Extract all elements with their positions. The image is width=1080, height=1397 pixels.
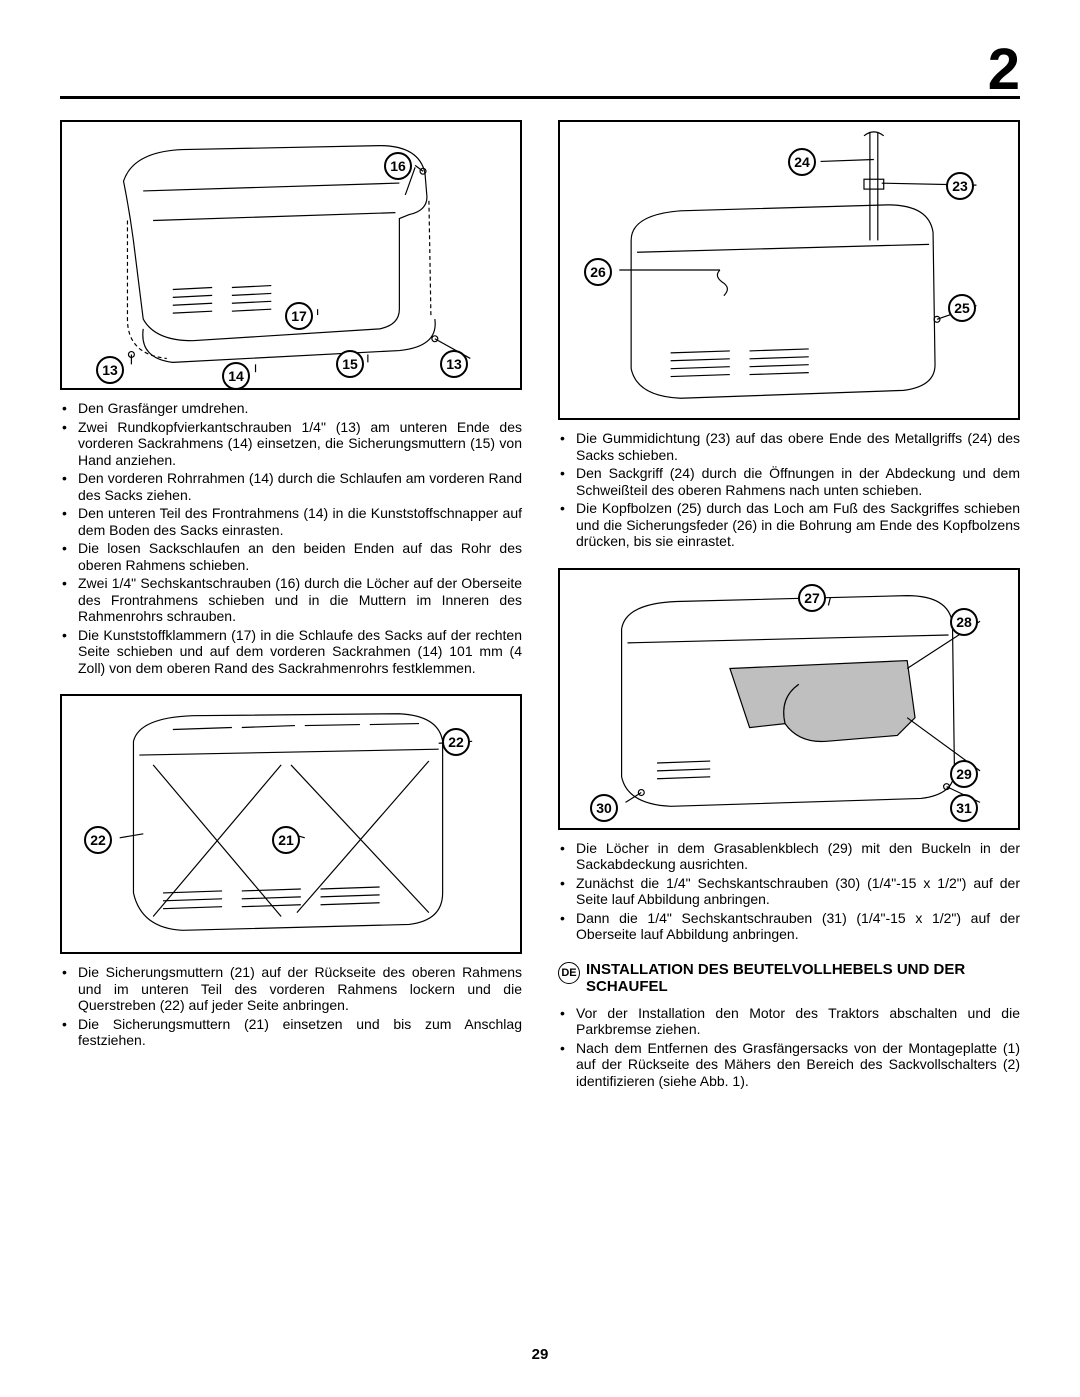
callout-25: 25 bbox=[948, 294, 976, 322]
instruction-item: Die Sicherungsmuttern (21) auf der Rücks… bbox=[60, 964, 522, 1014]
section-title-text: INSTALLATION DES BEUTELVOLLHEBELS UND DE… bbox=[586, 961, 1020, 995]
instructions-1: Den Grasfänger umdrehen. Zwei Rundkopfvie… bbox=[60, 400, 522, 676]
instruction-item: Den Sackgriff (24) durch die Öffnungen i… bbox=[558, 465, 1020, 498]
instructions-2: Die Sicherungsmuttern (21) auf der Rücks… bbox=[60, 964, 522, 1049]
callout-30: 30 bbox=[590, 794, 618, 822]
callout-23: 23 bbox=[946, 172, 974, 200]
instruction-item: Dann die 1/4" Sechskantschrauben (31) (1… bbox=[558, 910, 1020, 943]
callout-28: 28 bbox=[950, 608, 978, 636]
instruction-item: Den unteren Teil des Frontrahmens (14) i… bbox=[60, 505, 522, 538]
instruction-item: Zwei 1/4" Sechskantschrauben (16) durch … bbox=[60, 575, 522, 625]
instructions-5: Vor der Installation den Motor des Trakt… bbox=[558, 1005, 1020, 1090]
figure-3: 24 23 26 25 bbox=[558, 120, 1020, 420]
two-column-layout: 16 17 15 13 13 14 Den Grasfänger umdrehen. Zwe… bbox=[60, 120, 1020, 1107]
section-number: 2 bbox=[988, 36, 1020, 103]
callout-31: 31 bbox=[950, 794, 978, 822]
figure-2: 222221 bbox=[60, 694, 522, 954]
section-heading: DE INSTALLATION DES BEUTELVOLLHEBELS UND… bbox=[558, 961, 1020, 995]
instruction-item: Die Sicherungsmuttern (21) einsetzen und… bbox=[60, 1016, 522, 1049]
instruction-item: Vor der Installation den Motor des Trakt… bbox=[558, 1005, 1020, 1038]
figure-1-svg bbox=[62, 122, 520, 388]
callout-17: 17 bbox=[285, 302, 313, 330]
callout-15: 15 bbox=[336, 350, 364, 378]
callout-26: 26 bbox=[584, 258, 612, 286]
callout-13: 13 bbox=[440, 350, 468, 378]
callout-14: 14 bbox=[222, 362, 250, 390]
instruction-item: Nach dem Entfernen des Grasfängersacks v… bbox=[558, 1040, 1020, 1090]
lang-badge-de: DE bbox=[558, 962, 580, 984]
instruction-item: Zwei Rundkopfvierkantschrauben 1/4" (13)… bbox=[60, 419, 522, 469]
instruction-item: Die Gummidichtung (23) auf das obere End… bbox=[558, 430, 1020, 463]
instruction-item: Die Kunststoffklammern (17) in die Schla… bbox=[60, 627, 522, 677]
callout-27: 27 bbox=[798, 584, 826, 612]
right-column: 24 23 26 25 Die Gummidichtung (23) auf das … bbox=[558, 120, 1020, 1107]
header-rule bbox=[60, 96, 1020, 99]
figure-1: 16 17 15 13 13 14 bbox=[60, 120, 522, 390]
callout-16: 16 bbox=[384, 152, 412, 180]
figure-4-svg bbox=[560, 570, 1018, 828]
instruction-item: Den vorderen Rohrrahmen (14) durch die S… bbox=[60, 470, 522, 503]
instructions-4: Die Löcher in dem Grasablenkblech (29) m… bbox=[558, 840, 1020, 943]
instruction-item: Zunächst die 1/4" Sechskantschrauben (30… bbox=[558, 875, 1020, 908]
instruction-item: Die Kopfbolzen (25) durch das Loch am Fu… bbox=[558, 500, 1020, 550]
callout-13: 13 bbox=[96, 356, 124, 384]
left-column: 16 17 15 13 13 14 Den Grasfänger umdrehen. Zwe… bbox=[60, 120, 522, 1107]
manual-page: 2 bbox=[0, 0, 1080, 1397]
instruction-item: Die Löcher in dem Grasablenkblech (29) m… bbox=[558, 840, 1020, 873]
page-number: 29 bbox=[0, 1346, 1080, 1363]
instruction-item: Die losen Sackschlaufen an den beiden En… bbox=[60, 540, 522, 573]
figure-4: 27 28 29 30 31 bbox=[558, 568, 1020, 830]
callout-29: 29 bbox=[950, 760, 978, 788]
instruction-item: Den Grasfänger umdrehen. bbox=[60, 400, 522, 417]
callout-24: 24 bbox=[788, 148, 816, 176]
instructions-3: Die Gummidichtung (23) auf das obere End… bbox=[558, 430, 1020, 550]
